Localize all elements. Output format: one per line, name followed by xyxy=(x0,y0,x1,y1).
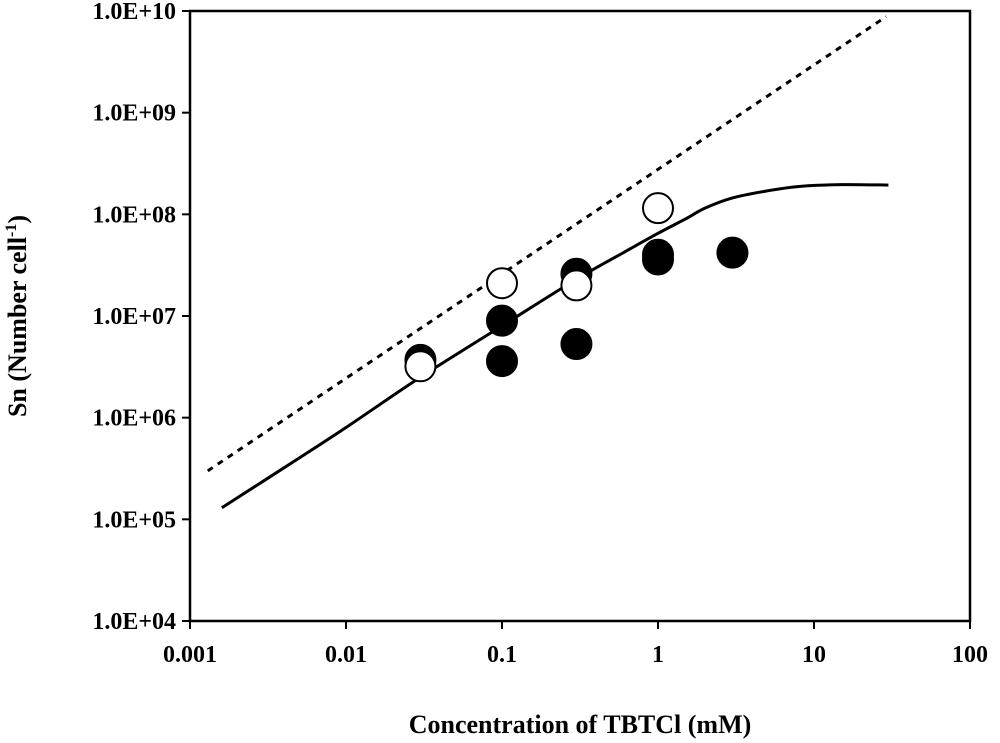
x-tick-label: 10 xyxy=(802,642,826,668)
y-ticks: 1.0E+04 1.0E+05 1.0E+06 1.0E+07 1.0E+08 1.0E+… xyxy=(92,0,190,635)
filled-data-point xyxy=(560,328,593,361)
x-tick-label: 1 xyxy=(652,642,664,668)
open-data-point xyxy=(486,267,518,300)
dotted-line xyxy=(206,15,887,473)
y-tick-label: 1.0E+08 xyxy=(92,202,176,228)
y-tick-label: 1.0E+06 xyxy=(92,406,176,432)
filled-data-point xyxy=(486,304,518,337)
y-axis-title-main: Sn (Number cell xyxy=(3,237,32,417)
open-data-point xyxy=(560,269,593,302)
x-tick-label: 0.1 xyxy=(487,642,517,668)
lines-layer xyxy=(206,15,889,510)
filled-data-point xyxy=(642,243,674,276)
open-data-point xyxy=(642,192,674,225)
y-tick-label: 1.0E+05 xyxy=(92,507,176,533)
filled-data-point xyxy=(486,345,518,378)
x-axis-title: Concentration of TBTCl (mM) xyxy=(409,710,752,739)
solid-model-curve xyxy=(221,183,889,510)
x-tick-label: 100 xyxy=(952,642,988,668)
y-tick-label: 1.0E+10 xyxy=(92,0,176,25)
x-ticks: 0.001 0.01 0.1 1 10 100 xyxy=(163,621,988,668)
y-tick-label: 1.0E+09 xyxy=(92,101,176,127)
y-tick-label: 1.0E+04 xyxy=(92,609,176,635)
x-tick-label: 0.001 xyxy=(163,642,217,668)
y-axis-title: Sn (Number cell-1) xyxy=(3,215,32,417)
y-axis-title-superscript: -1 xyxy=(3,224,20,237)
x-tick-label: 0.01 xyxy=(325,642,367,668)
plot-frame xyxy=(188,9,972,623)
open-data-point xyxy=(404,350,437,383)
filled-data-point xyxy=(716,236,749,269)
y-axis-title-close: ) xyxy=(3,215,32,224)
y-tick-label: 1.0E+07 xyxy=(92,304,176,330)
points-layer xyxy=(404,192,749,383)
